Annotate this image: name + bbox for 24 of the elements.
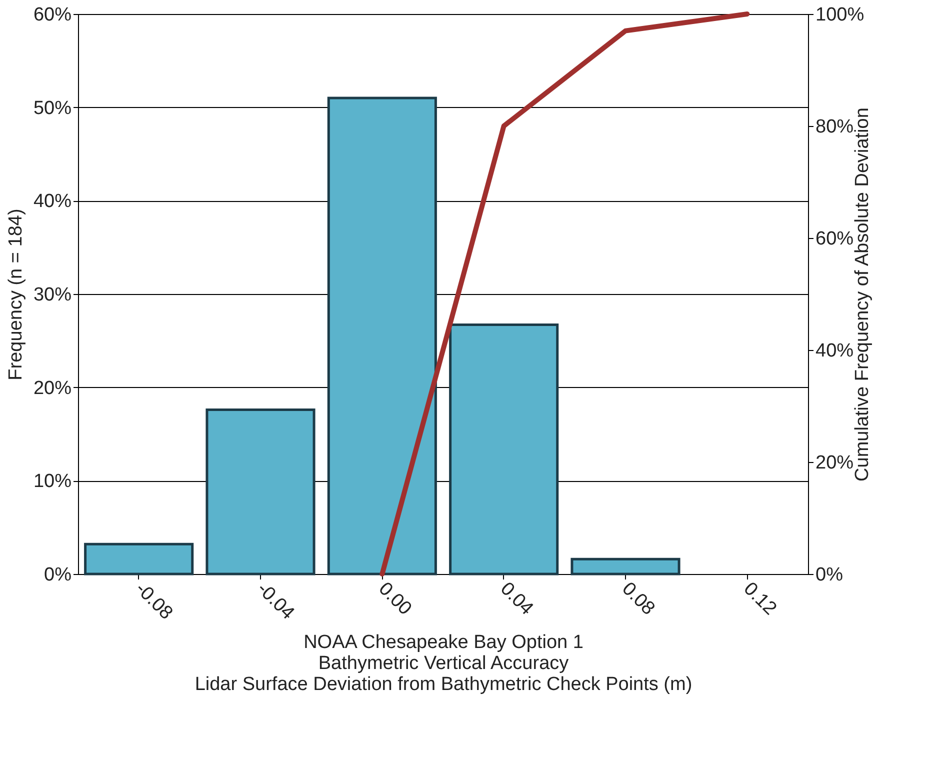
y-tick-label: 40% — [33, 191, 72, 212]
x-tick-label: 0.04 — [496, 578, 538, 620]
x-axis-title: NOAA Chesapeake Bay Option 1 Bathymetric Vertical Accuracy Lidar Surface Deviation from Bathymetric Check Points (m) — [194, 632, 692, 696]
y2-tick-label: 80% — [816, 116, 854, 138]
y-tick-label: 0% — [44, 564, 72, 586]
y-tick-label: 60% — [33, 4, 72, 26]
bar — [84, 542, 194, 576]
x-tick-label: 0.00 — [374, 578, 416, 620]
y2-tick-label: 60% — [816, 228, 854, 250]
bar — [570, 558, 680, 576]
bar — [449, 324, 559, 576]
y-tick-label: 30% — [33, 284, 72, 306]
y-tick-label: 50% — [33, 98, 72, 119]
y2-tick-label: 100% — [816, 4, 864, 26]
y2-tick-label: 20% — [816, 452, 854, 474]
x-tick-label: 0.08 — [618, 578, 659, 620]
y-axis-title: Frequency (n = 184) — [5, 208, 26, 380]
y2-tick-label: 40% — [816, 340, 854, 362]
y2-axis-title: Cumulative Frequency of Absolute Deviation — [852, 108, 874, 482]
bar — [327, 96, 437, 576]
bar — [206, 408, 316, 576]
y-tick-label: 20% — [33, 378, 72, 399]
y2-tick-label: 0% — [816, 564, 844, 586]
y-tick-label: 10% — [33, 471, 72, 492]
